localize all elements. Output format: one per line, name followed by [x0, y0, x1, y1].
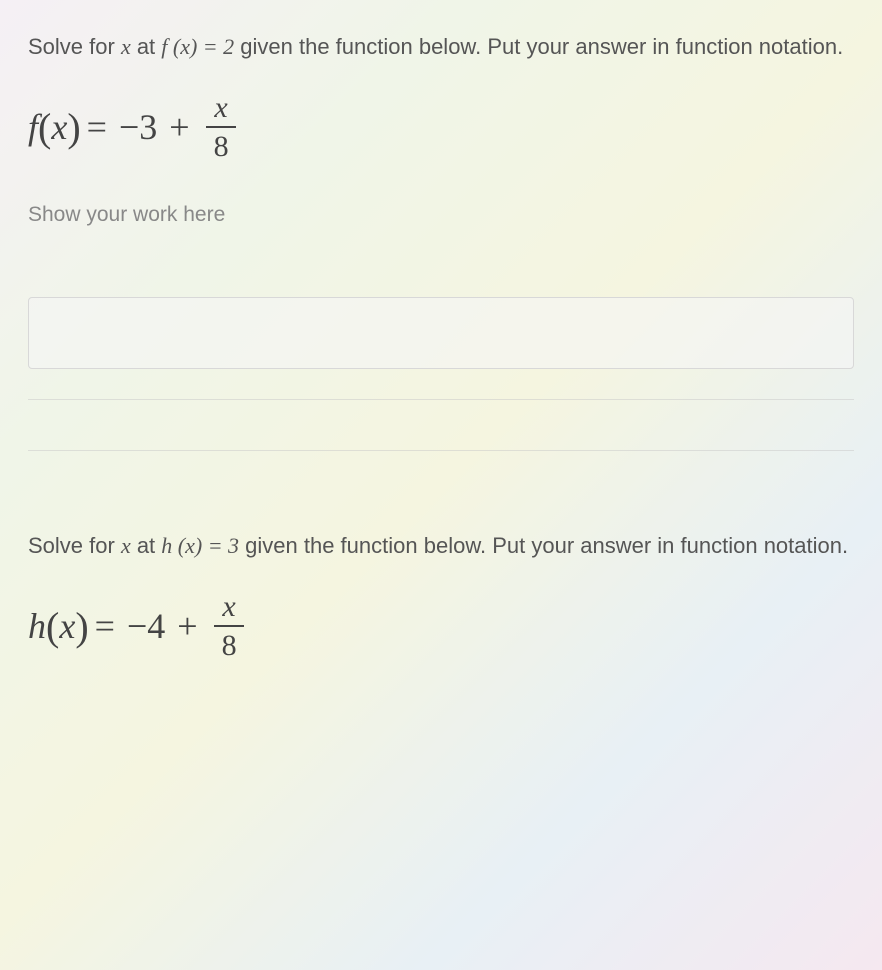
eq2-plus: +: [177, 605, 197, 647]
eq2-func: h: [28, 605, 46, 647]
divider-line-1: [28, 399, 854, 400]
question-text-1: Solve for x at f (x) = 2 given the funct…: [28, 30, 854, 63]
q2-var: x: [121, 533, 131, 558]
eq2-const: −4: [127, 605, 165, 647]
show-work-label-1[interactable]: Show your work here: [28, 203, 854, 227]
eq1-frac-den: 8: [206, 128, 237, 163]
question-text-2: Solve for x at h (x) = 3 given the funct…: [28, 529, 854, 562]
eq1-fraction: x 8: [206, 91, 237, 163]
divider-line-2: [28, 450, 854, 451]
eq1-equals: =: [87, 106, 107, 148]
eq1-frac-num: x: [206, 91, 235, 128]
eq2-var: x: [59, 605, 75, 647]
worksheet-page: Solve for x at f (x) = 2 given the funct…: [0, 0, 882, 662]
answer-input-1[interactable]: [28, 297, 854, 369]
eq1-func: f: [28, 106, 38, 148]
q1-mid: at: [131, 34, 162, 59]
problem-2: Solve for x at h (x) = 3 given the funct…: [28, 529, 854, 662]
q1-prefix: Solve for: [28, 34, 121, 59]
q1-var: x: [121, 34, 131, 59]
eq1-lparen: (: [38, 104, 51, 151]
eq2-fraction: x 8: [214, 590, 245, 662]
q1-suffix: given the function below. Put your answe…: [234, 34, 843, 59]
q2-func-eq: h (x) = 3: [161, 533, 239, 558]
eq1-plus: +: [169, 106, 189, 148]
equation-2: h (x) = −4 + x 8: [28, 590, 854, 662]
equation-1: f (x) = −3 + x 8: [28, 91, 854, 163]
eq1-const: −3: [119, 106, 157, 148]
q2-prefix: Solve for: [28, 533, 121, 558]
eq1-rparen: ): [67, 104, 80, 151]
q2-mid: at: [131, 533, 162, 558]
q1-func-eq: f (x) = 2: [161, 34, 234, 59]
eq2-lparen: (: [46, 603, 59, 650]
eq2-frac-num: x: [214, 590, 243, 627]
problem-divider: [28, 399, 854, 529]
eq2-rparen: ): [75, 603, 88, 650]
eq2-frac-den: 8: [214, 627, 245, 662]
eq1-var: x: [51, 106, 67, 148]
eq2-equals: =: [95, 605, 115, 647]
q2-suffix: given the function below. Put your answe…: [239, 533, 848, 558]
problem-1: Solve for x at f (x) = 2 given the funct…: [28, 30, 854, 369]
